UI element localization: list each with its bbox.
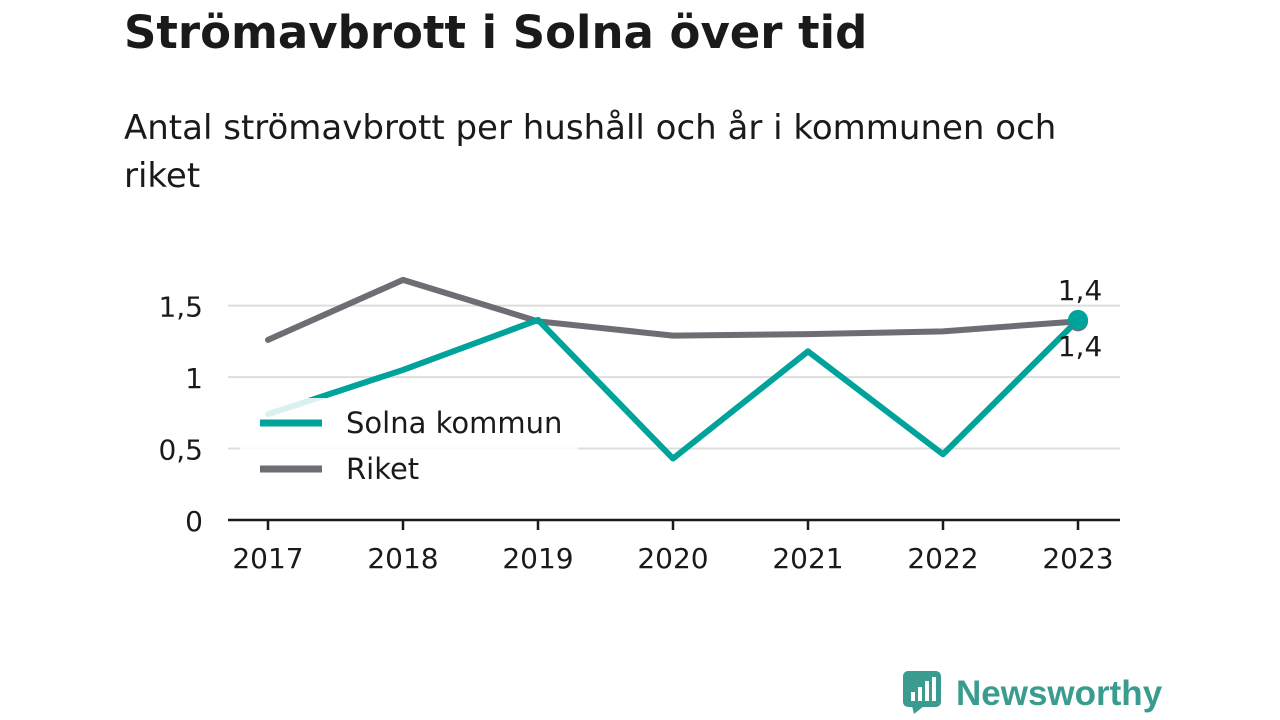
chart-subtitle: Antal strömavbrott per hushåll och år i … xyxy=(124,108,1057,196)
legend-background xyxy=(240,398,578,496)
x-tick-label: 2017 xyxy=(232,542,303,575)
x-tick-label: 2019 xyxy=(502,542,573,575)
series-line-riket xyxy=(265,276,1081,343)
x-tick-label: 2020 xyxy=(637,542,708,575)
brand-name: Newsworthy xyxy=(956,674,1163,713)
x-tick-label: 2023 xyxy=(1042,542,1113,575)
series xyxy=(265,276,1088,462)
legend: Solna kommun Riket xyxy=(240,398,578,496)
end-point-solna xyxy=(1068,309,1088,330)
x-axis: 2017 2018 2019 2020 2021 2022 2023 xyxy=(228,518,1120,575)
end-value-label: 1,4 xyxy=(1058,330,1103,363)
legend-label: Solna kommun xyxy=(346,406,562,440)
end-value-label: 1,4 xyxy=(1058,274,1103,307)
legend-label: Riket xyxy=(346,452,419,486)
x-tick-label: 2018 xyxy=(367,542,438,575)
x-tick-label: 2022 xyxy=(907,542,978,575)
newsworthy-brand: Newsworthy xyxy=(902,670,1162,718)
y-tick-label: 1,5 xyxy=(158,291,203,324)
series-line-solna xyxy=(265,316,1081,462)
x-tick-label: 2021 xyxy=(772,542,843,575)
y-axis: 0 0,5 1 1,5 xyxy=(158,291,203,538)
y-tick-label: 0 xyxy=(185,505,203,538)
y-tick-label: 1 xyxy=(185,362,203,395)
chart-title: Strömavbrott i Solna över tid xyxy=(124,6,868,59)
y-tick-label: 0,5 xyxy=(158,434,203,467)
end-labels: 1,4 1,4 xyxy=(1058,274,1103,363)
newsworthy-logo-icon xyxy=(902,670,942,718)
